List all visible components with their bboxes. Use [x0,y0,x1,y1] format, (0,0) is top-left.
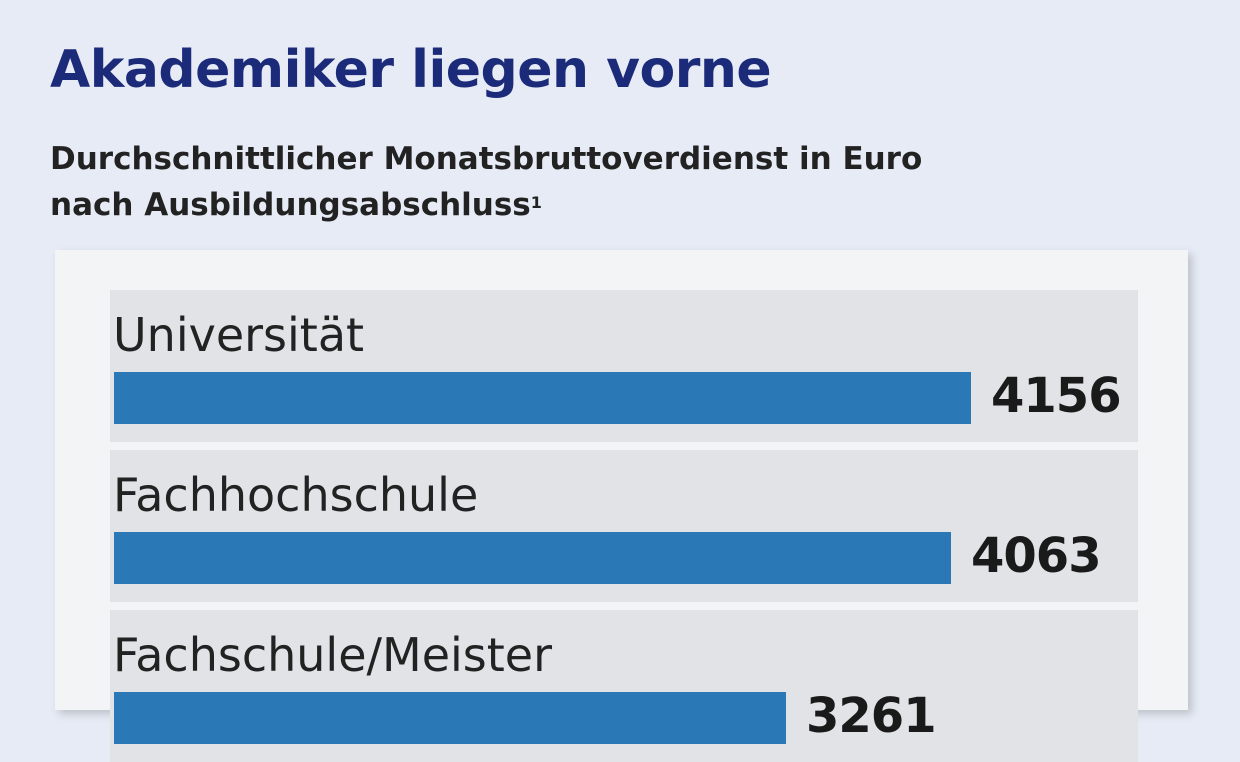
chart-subtitle: Durchschnittlicher Monatsbruttoverdienst… [50,136,922,228]
subtitle-line-1: Durchschnittlicher Monatsbruttoverdienst… [50,141,923,177]
bar [114,532,951,584]
bar-row: Fachhochschule 4063 [110,450,1138,602]
subtitle-line-2-text: nach Ausbildungsabschluss [50,187,531,223]
bar [114,372,971,424]
bar [114,692,786,744]
category-label: Fachschule/Meister [113,628,552,682]
chart-title: Akademiker liegen vorne [50,40,772,100]
footnote-marker: 1 [530,193,542,212]
bar-row: Fachschule/Meister 3261 [110,610,1138,762]
subtitle-line-2: nach Ausbildungsabschluss1 [50,182,922,228]
bar-row: Universität 4156 [110,290,1138,442]
category-label: Fachhochschule [113,468,479,522]
category-label: Universität [113,308,365,362]
bar-value-label: 4063 [971,528,1102,584]
bar-value-label: 3261 [806,688,937,744]
bar-value-label: 4156 [991,368,1122,424]
